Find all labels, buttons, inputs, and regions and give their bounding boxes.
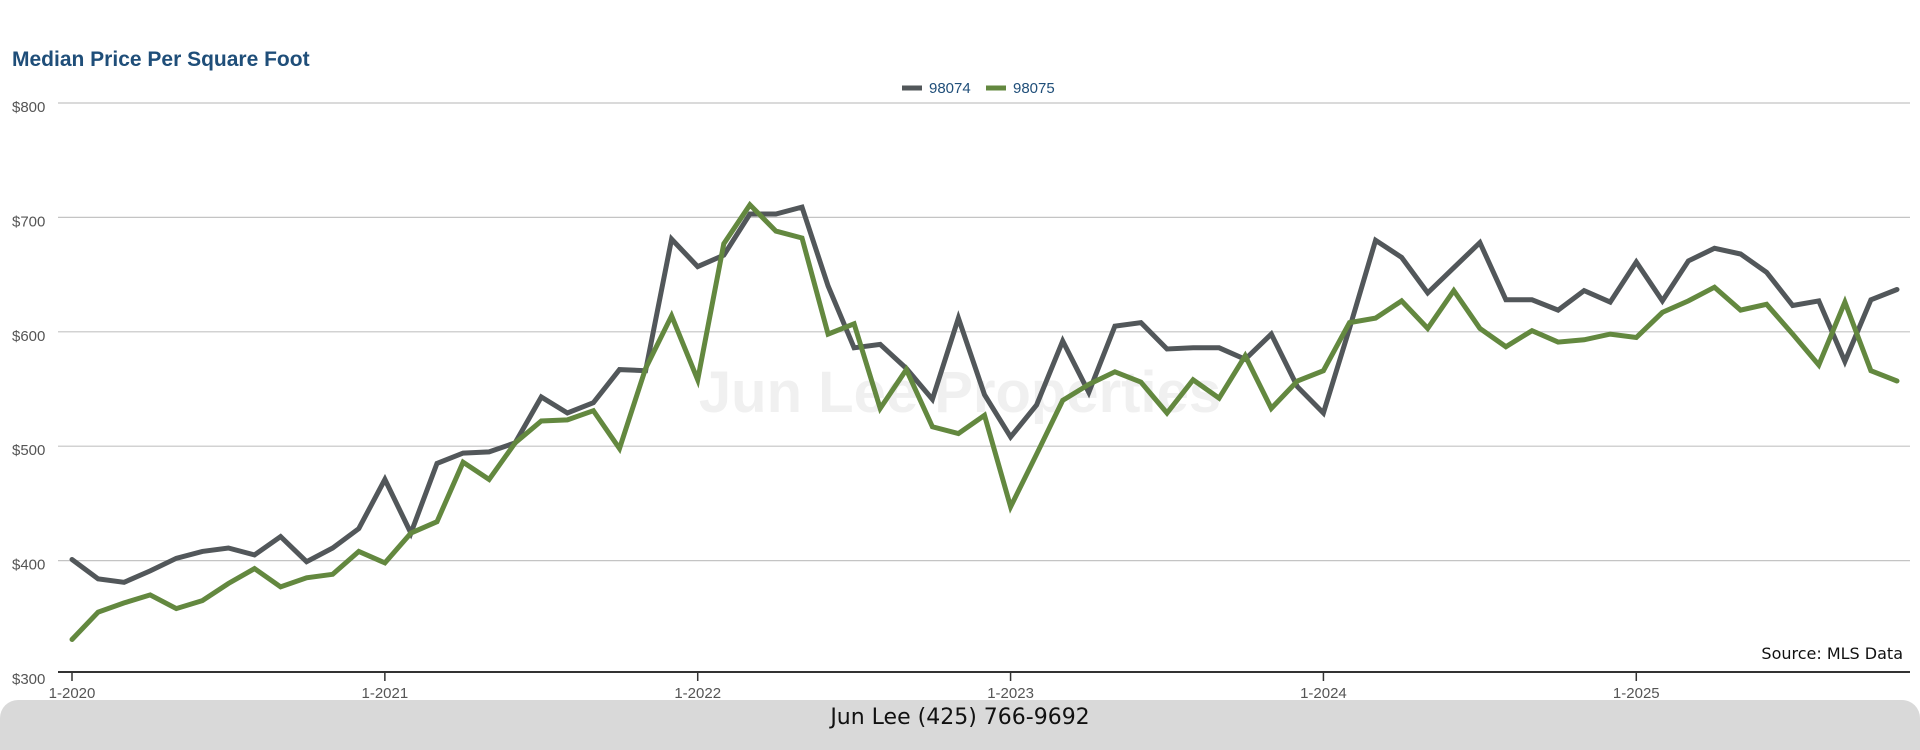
footer-bar (0, 700, 1920, 750)
legend-label-98074: 98074 (929, 80, 971, 97)
series-lines (69, 200, 1900, 642)
line-chart: $300$400$500$600$700$800 1-2020 1-2021 1-2… (12, 80, 1910, 700)
y-tick-label: $400 (12, 557, 45, 574)
y-tick-label: $300 (12, 671, 45, 688)
gridlines (58, 102, 1910, 562)
x-tick-label: 1-2022 (674, 685, 721, 700)
legend-label-98075: 98075 (1013, 80, 1055, 97)
series-line-98075 (69, 200, 1900, 642)
y-tick-label: $500 (12, 442, 45, 459)
watermark-text: Jun Lee Properties (699, 360, 1221, 425)
y-tick-label: $700 (12, 213, 45, 230)
y-tick-label: $600 (12, 328, 45, 345)
y-tick-label: $800 (12, 99, 45, 116)
y-axis-labels: $300 $400 $500 $600 $700 $800 (12, 99, 45, 688)
x-axis-labels: 1-2020 1-2021 1-2022 1-2023 1-2024 1-2025 (49, 672, 1660, 700)
source-note: Source: MLS Data (1761, 644, 1903, 663)
legend: 98074 98075 (902, 80, 1055, 97)
x-tick-label: 1-2020 (49, 685, 96, 700)
x-tick-label: 1-2024 (1300, 685, 1347, 700)
x-tick-label: 1-2021 (361, 685, 408, 700)
footer-contact: Jun Lee (425) 766-9692 (830, 705, 1090, 730)
chart-title: Median Price Per Square Foot (12, 48, 310, 71)
series-line-98074 (69, 204, 1900, 585)
x-tick-label: 1-2023 (987, 685, 1034, 700)
x-tick-label: 1-2025 (1613, 685, 1660, 700)
